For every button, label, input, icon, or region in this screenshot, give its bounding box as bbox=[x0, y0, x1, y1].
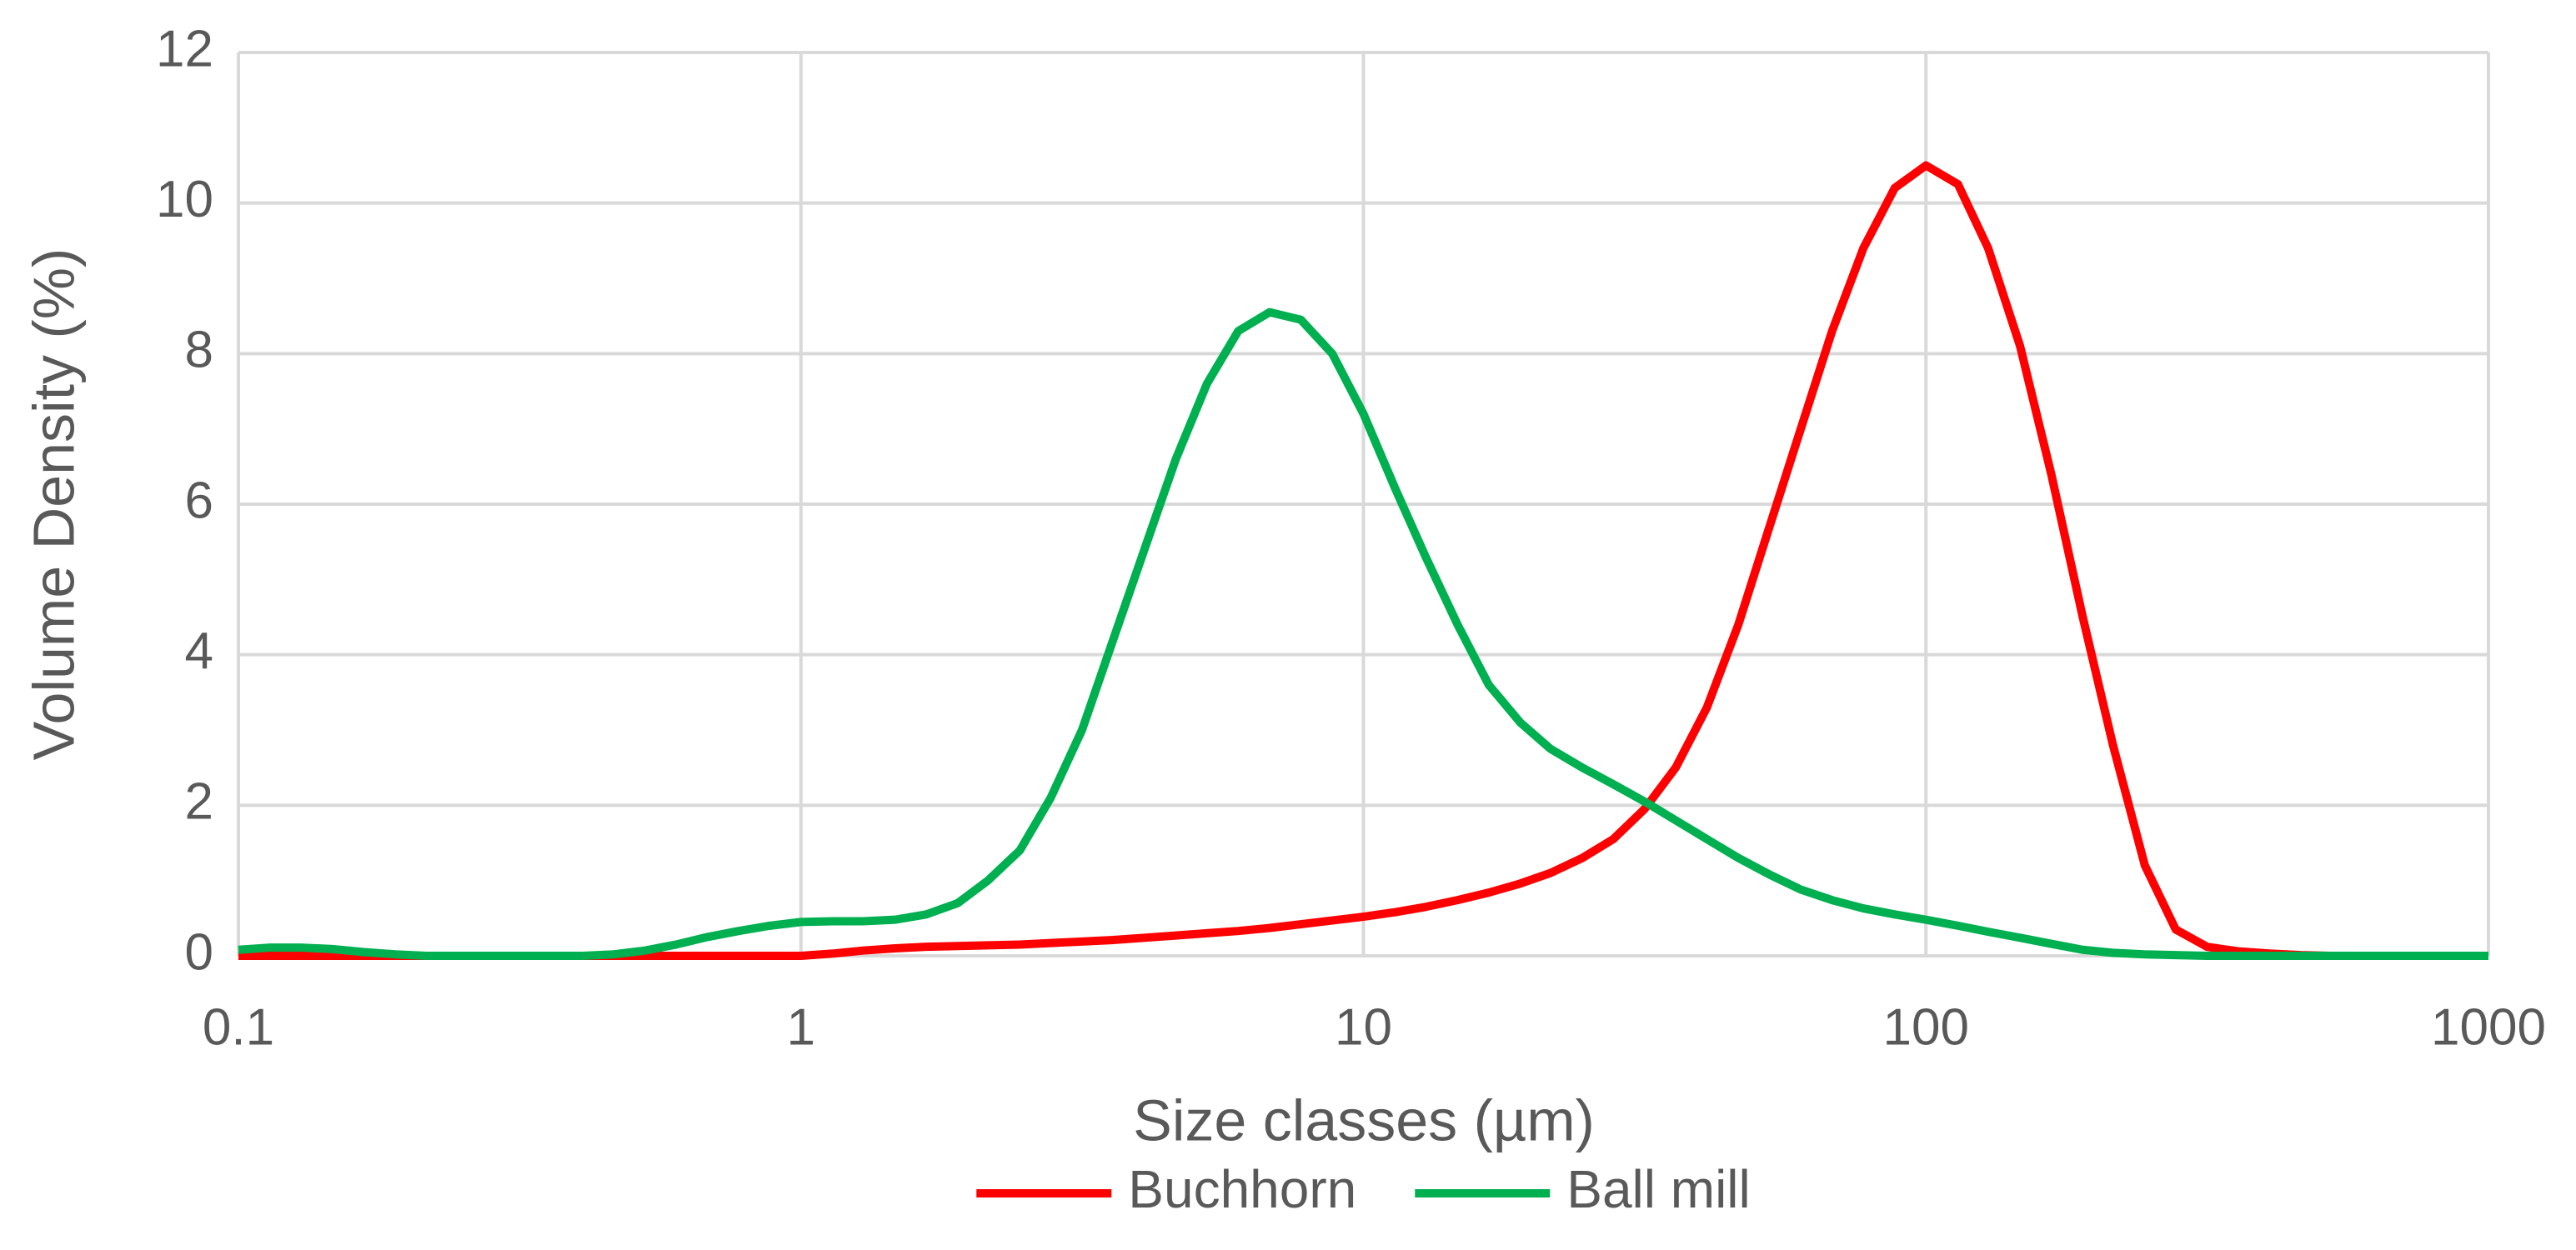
x-tick-label: 0.1 bbox=[203, 998, 274, 1056]
y-tick-label: 12 bbox=[156, 20, 213, 78]
y-tick-label: 0 bbox=[185, 923, 213, 981]
y-tick-label: 6 bbox=[185, 472, 213, 529]
x-tick-label: 10 bbox=[1335, 998, 1392, 1056]
y-tick-label: 2 bbox=[185, 773, 213, 831]
y-tick-label: 8 bbox=[185, 322, 213, 379]
x-axis-title: Size classes (µm) bbox=[1133, 1088, 1595, 1152]
x-tick-label: 1 bbox=[787, 998, 815, 1056]
legend-label: Buchhorn bbox=[1128, 1159, 1356, 1219]
y-tick-label: 10 bbox=[156, 171, 213, 228]
x-tick-label: 100 bbox=[1883, 998, 1969, 1056]
y-tick-label: 4 bbox=[185, 622, 213, 680]
legend-label: Ball mill bbox=[1566, 1159, 1750, 1219]
data-line bbox=[238, 308, 2488, 960]
y-axis-title: Volume Density (%) bbox=[21, 248, 86, 761]
x-tick-label: 1000 bbox=[2431, 998, 2546, 1056]
